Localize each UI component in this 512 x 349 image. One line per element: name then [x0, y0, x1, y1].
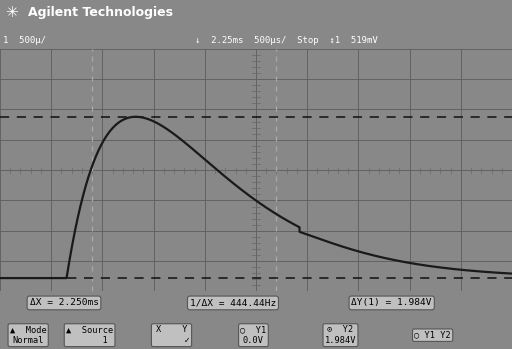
Text: ○  Y1
0.0V: ○ Y1 0.0V [240, 326, 267, 345]
Text: ○ Y1 Y2: ○ Y1 Y2 [414, 331, 451, 340]
Text: ▲  Source
      1: ▲ Source 1 [66, 326, 113, 345]
Text: Agilent Technologies: Agilent Technologies [28, 6, 173, 19]
Text: ▲  Mode
Normal: ▲ Mode Normal [10, 326, 47, 345]
Text: X    Y
      ✓: X Y ✓ [153, 326, 190, 345]
Text: 1/ΔX = 444.44Hz: 1/ΔX = 444.44Hz [190, 298, 276, 307]
Text: ↓  2.25ms  500μs/  Stop  ↕1  519mV: ↓ 2.25ms 500μs/ Stop ↕1 519mV [195, 36, 377, 45]
Text: ⊙  Y2
1.984V: ⊙ Y2 1.984V [325, 326, 356, 345]
Text: 1  500μ/: 1 500μ/ [3, 36, 46, 45]
Text: ✳: ✳ [5, 5, 17, 20]
Text: ΔY(1) = 1.984V: ΔY(1) = 1.984V [351, 298, 432, 307]
Text: ΔX = 2.250ms: ΔX = 2.250ms [30, 298, 98, 307]
